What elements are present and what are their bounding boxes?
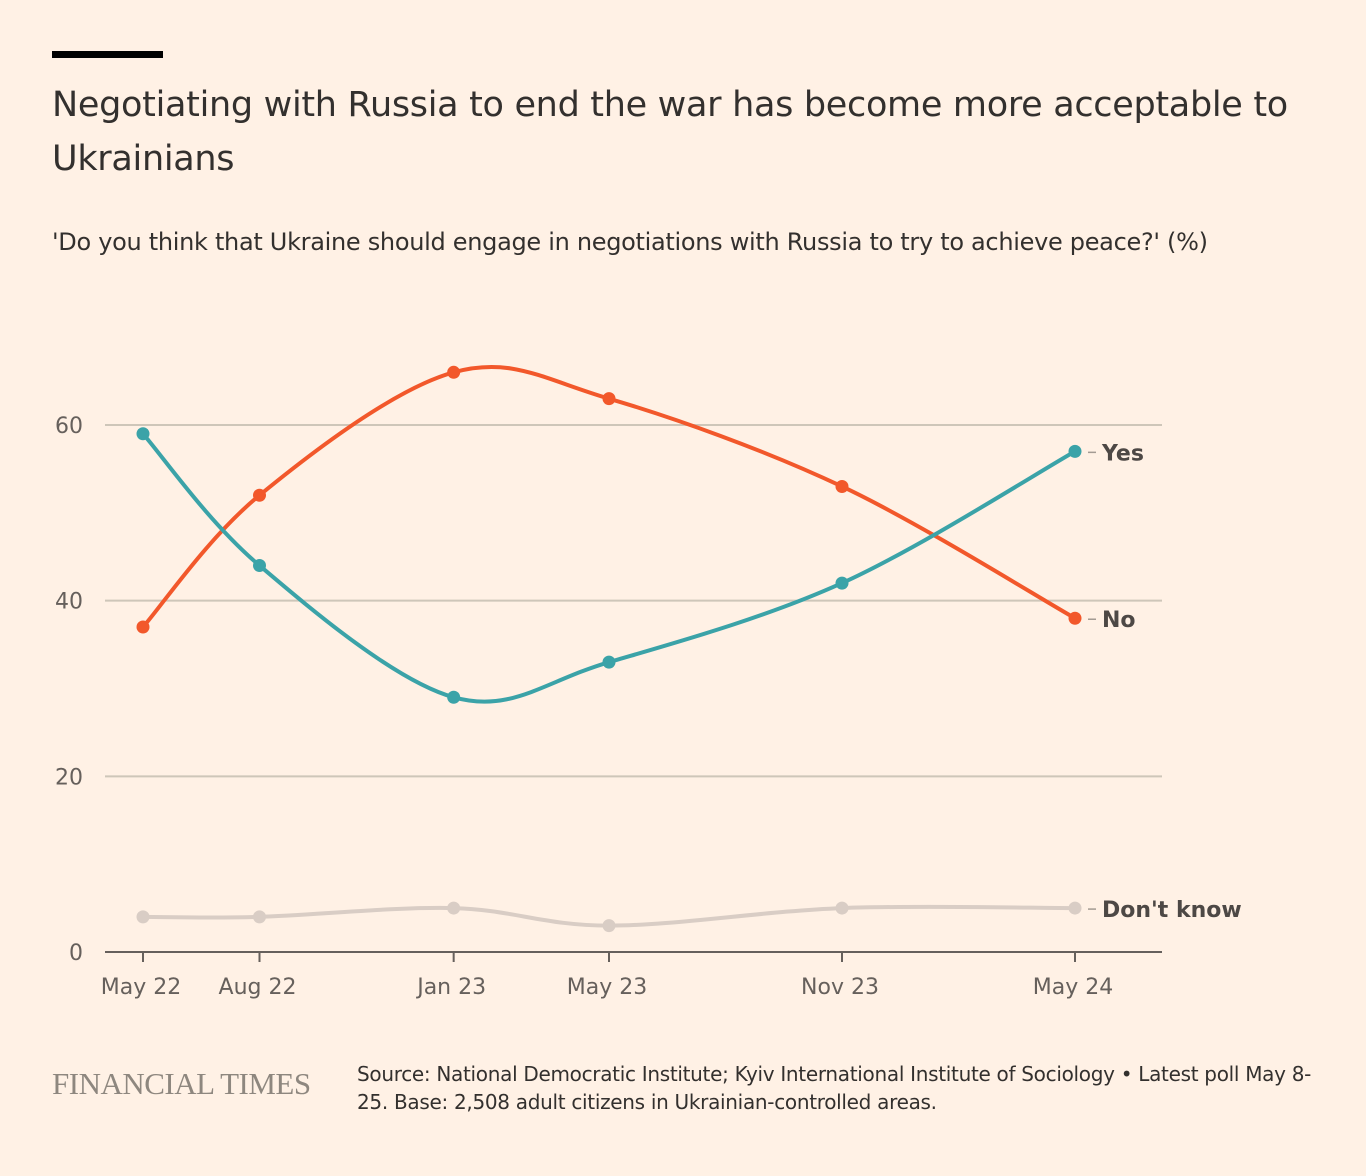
- data-point-don-t-know: [447, 901, 461, 915]
- x-tick-label: May 22: [101, 975, 181, 1000]
- data-point-don-t-know: [835, 901, 849, 915]
- ft-logo: FINANCIAL TIMES: [52, 1066, 311, 1101]
- chart-title: Negotiating with Russia to end the war h…: [52, 85, 1288, 179]
- x-tick-label: Jan 23: [415, 975, 486, 1000]
- y-tick-label: 0: [69, 941, 83, 966]
- data-point-no: [447, 365, 461, 379]
- series-label-no: No: [1102, 608, 1136, 633]
- data-point-yes: [602, 655, 616, 669]
- data-point-no: [136, 620, 150, 634]
- y-tick-label: 20: [55, 765, 83, 790]
- data-point-yes: [1068, 444, 1082, 458]
- chart-subtitle: 'Do you think that Ukraine should engage…: [52, 228, 1208, 256]
- data-point-yes: [447, 690, 461, 704]
- data-point-no: [253, 488, 266, 502]
- series-line-no: [141, 364, 1076, 629]
- y-tick-label: 40: [55, 590, 83, 615]
- x-tick-label: May 23: [567, 975, 647, 1000]
- y-tick-label: 60: [55, 414, 83, 439]
- data-point-don-t-know: [1068, 901, 1082, 915]
- x-tick-label: Aug 22: [219, 975, 297, 1000]
- series-label-yes: Yes: [1101, 441, 1144, 466]
- series-label-don-t-know: Don't know: [1102, 898, 1242, 923]
- data-point-don-t-know: [602, 919, 616, 933]
- data-point-yes: [835, 576, 849, 590]
- series-line-yes: [141, 432, 1076, 704]
- header-bar: [52, 51, 163, 58]
- data-point-don-t-know: [253, 910, 266, 924]
- x-tick-label: May 24: [1033, 975, 1113, 1000]
- data-point-yes: [136, 427, 150, 441]
- data-point-yes: [253, 559, 266, 573]
- data-point-no: [602, 392, 616, 406]
- data-point-no: [835, 479, 849, 493]
- source-note: Source: National Democratic Institute; K…: [357, 1062, 1312, 1114]
- x-tick-label: Nov 23: [801, 975, 879, 1000]
- data-point-no: [1068, 611, 1082, 625]
- data-point-don-t-know: [136, 910, 150, 924]
